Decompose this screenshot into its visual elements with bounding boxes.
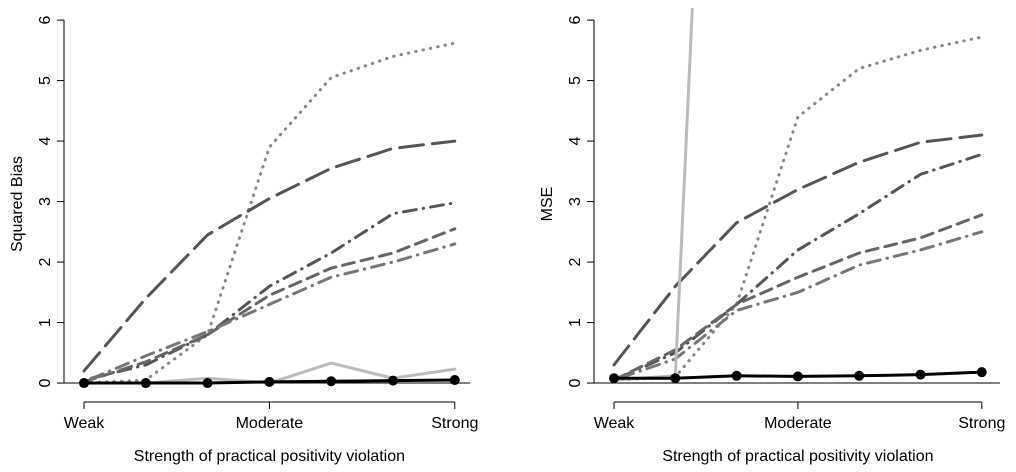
y-tick-label: 0: [37, 379, 54, 388]
line-series: [82, 201, 457, 382]
panel: 0 1 2 3 4 5 6 Squared Bias Weak Moderate Strong Str…: [9, 16, 478, 465]
panel: 0 1 2 3 4 5 6 MSE Weak Moderate Strong Strength of …: [539, 8, 1005, 465]
x-tick-label: Weak: [594, 415, 636, 432]
y-tick-label: 4: [37, 137, 54, 146]
y-tick-label: 4: [567, 137, 584, 146]
y-tick-label: 1: [567, 318, 584, 327]
y-tick-label: 5: [37, 76, 54, 85]
x-tick-label: Weak: [64, 415, 106, 432]
x-tick-label: Moderate: [236, 415, 304, 432]
x-tick-label: Strong: [431, 415, 478, 432]
x-tick-label: Strong: [958, 415, 1005, 432]
point: [388, 375, 398, 386]
point: [264, 376, 275, 387]
line-series: [612, 230, 984, 382]
line-series: [82, 139, 457, 373]
y-axis-label: MSE: [539, 187, 556, 222]
point: [915, 369, 926, 380]
y-tick-label: 3: [567, 197, 584, 206]
line-series: [82, 41, 457, 385]
x-tick-label: Moderate: [764, 415, 832, 432]
point: [449, 375, 460, 386]
line-series: [612, 8, 694, 382]
x-axis-label: Strength of practical positivity violati…: [134, 448, 405, 465]
y-axis-label: Squared Bias: [9, 156, 26, 252]
point: [202, 378, 213, 389]
y-tick-label: 2: [567, 258, 584, 267]
y-tick-label: 1: [37, 318, 54, 327]
point: [854, 370, 865, 381]
point: [670, 373, 681, 384]
y-tick-label: 6: [567, 16, 584, 25]
line-series: [82, 242, 457, 384]
point: [326, 376, 337, 387]
y-tick-label: 0: [567, 379, 584, 388]
plot-area: [609, 8, 987, 384]
point: [79, 378, 89, 389]
y-tick-label: 2: [37, 258, 54, 267]
y-tick-label: 5: [567, 76, 584, 85]
point: [792, 371, 803, 382]
y-tick-label: 6: [37, 16, 54, 25]
y-tick-label: 3: [37, 197, 54, 206]
point: [140, 378, 151, 389]
line-series: [612, 213, 984, 382]
line-series: [612, 133, 984, 367]
line-series: [612, 35, 984, 382]
line-series: [612, 152, 984, 382]
point: [731, 370, 742, 381]
plot-area: [79, 41, 460, 389]
point: [976, 367, 987, 378]
line-series: [82, 227, 457, 384]
point: [609, 373, 619, 384]
x-axis-label: Strength of practical positivity violati…: [662, 448, 933, 465]
